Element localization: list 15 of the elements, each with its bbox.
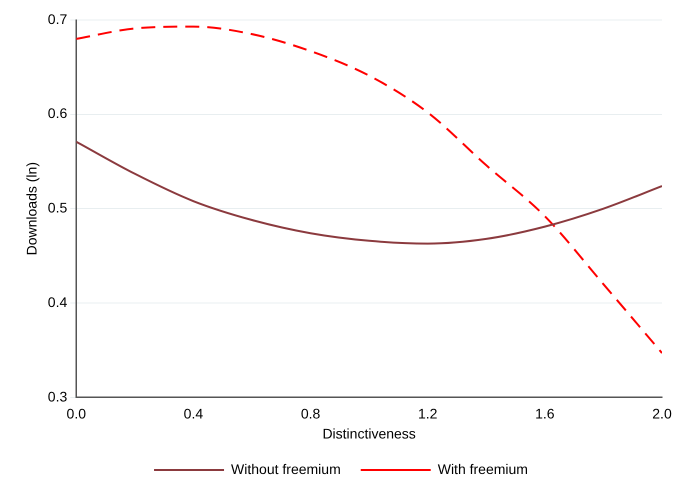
y-tick-label: 0.6 (48, 105, 68, 122)
x-tick-label: 1.2 (418, 406, 438, 422)
x-tick-label: 0.0 (66, 406, 86, 422)
y-tick-label: 0.4 (48, 294, 68, 310)
legend-label: Without freemium (231, 460, 341, 477)
x-tick-label: 1.6 (535, 406, 555, 422)
legend-label: With freemium (438, 460, 528, 477)
x-tick-label: 0.8 (300, 406, 320, 422)
y-tick-label: 0.5 (48, 200, 68, 216)
y-tick-label: 0.3 (48, 388, 68, 404)
y-tick-label: 0.7 (48, 10, 68, 27)
y-axis-title: Downloads (ln) (23, 162, 40, 256)
x-axis-title: Distinctiveness (322, 425, 416, 442)
x-tick-label: 2.0 (652, 406, 672, 422)
x-tick-label: 0.4 (184, 406, 204, 422)
